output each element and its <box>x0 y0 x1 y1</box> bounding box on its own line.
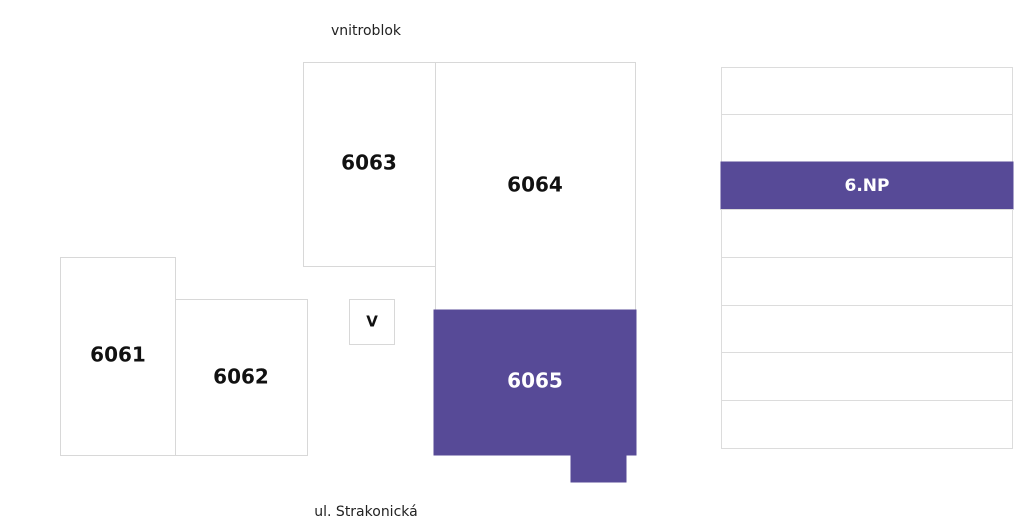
floor-selector: 6.NP <box>720 67 1014 449</box>
unit-label[interactable]: 6062 <box>213 365 269 389</box>
street-label: ul. Strakonická <box>314 504 417 520</box>
unit[interactable] <box>303 62 436 267</box>
unit-label[interactable]: 6061 <box>90 343 146 367</box>
unit-label[interactable]: 6063 <box>341 151 397 175</box>
unit-selected[interactable] <box>433 309 637 456</box>
unit-label[interactable]: 6064 <box>507 173 563 197</box>
unit-label[interactable]: 6065 <box>507 369 563 393</box>
core-label: V <box>366 313 378 331</box>
unit[interactable] <box>175 299 308 456</box>
courtyard-label: vnitroblok <box>331 23 402 39</box>
floor-row[interactable] <box>721 400 1013 449</box>
floor-row[interactable] <box>721 305 1013 353</box>
floor-row[interactable] <box>721 67 1013 115</box>
unit-selected-annex[interactable] <box>570 453 627 483</box>
core <box>349 299 395 345</box>
floor-row[interactable] <box>721 352 1013 401</box>
floor-row[interactable] <box>721 114 1013 163</box>
unit[interactable] <box>435 62 636 311</box>
floor-row[interactable] <box>721 257 1013 306</box>
floor-row[interactable] <box>721 209 1013 258</box>
floor-label[interactable]: 6.NP <box>845 176 890 196</box>
unit[interactable] <box>60 257 176 456</box>
